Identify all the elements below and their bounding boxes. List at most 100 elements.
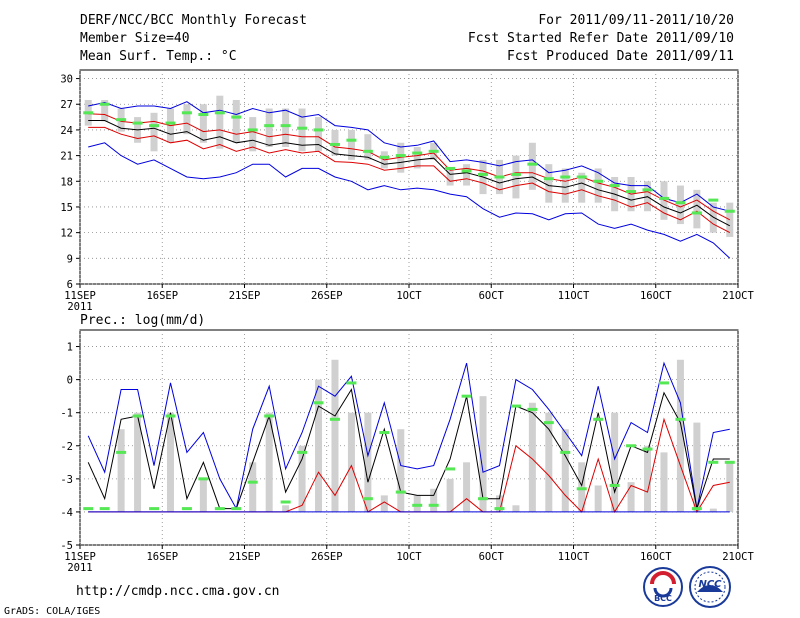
prec-range-bar	[430, 488, 438, 512]
prec-series-line	[87, 361, 730, 511]
prec-green-mark	[214, 507, 225, 511]
bcc-logo-swirl-icon	[653, 587, 673, 598]
prec-range-bar	[166, 412, 174, 512]
precip-title: Prec.: log(mm/d)	[80, 313, 205, 328]
prec-xtick-label: 11OCT	[558, 551, 590, 563]
prec-green-mark	[609, 483, 620, 487]
temp-green-mark	[527, 162, 538, 166]
prec-green-mark	[231, 507, 242, 511]
forecast-produced-date: Fcst Produced Date 2011/09/11	[507, 49, 734, 64]
prec-ytick-label: -2	[60, 441, 73, 453]
temp-range-bar	[183, 104, 191, 135]
temp-range-bar	[446, 168, 454, 186]
prec-range-bar	[364, 412, 372, 512]
temp-green-mark	[264, 124, 275, 128]
temp-green-mark	[379, 155, 390, 159]
prec-range-bar	[380, 495, 388, 512]
temp-green-mark	[675, 201, 686, 205]
prec-range-bar	[265, 412, 273, 512]
temp-series-line	[88, 101, 730, 212]
prec-green-mark	[346, 381, 357, 385]
prec-green-mark	[99, 507, 110, 511]
temp-range-bar	[561, 168, 569, 203]
prec-range-bar	[413, 495, 421, 512]
temp-range-bar	[528, 142, 536, 190]
ncc-logo-inner-ring-icon	[694, 571, 726, 603]
temp-green-mark	[510, 172, 521, 176]
temp-xtick-label: 6OCT	[479, 290, 505, 302]
prec-range-bar	[315, 379, 323, 512]
prec-green-mark	[297, 450, 308, 454]
temp-range-bar	[693, 189, 701, 229]
prec-green-mark	[395, 490, 406, 494]
temp-range-bar	[545, 164, 553, 203]
temp-green-mark	[231, 115, 242, 119]
temp-ytick-label: 27	[60, 99, 73, 111]
temp-series-line	[88, 113, 731, 221]
temp-green-mark	[560, 175, 571, 179]
prec-green-mark	[181, 507, 192, 511]
prec-xtick-label: 11SEP	[64, 551, 96, 563]
temp-green-mark	[214, 111, 225, 115]
temp-green-mark	[149, 124, 160, 128]
temp-green-mark	[329, 142, 340, 146]
prec-xtick-label: 21OCT	[722, 551, 754, 563]
temp-range-bar	[594, 168, 602, 203]
temp-green-mark	[362, 149, 373, 153]
temp-ytick-label: 6	[67, 279, 73, 291]
prec-green-mark	[478, 497, 489, 501]
prec-range-bar	[528, 402, 536, 512]
bcc-logo-arc-icon	[650, 571, 676, 585]
prec-series-line	[87, 388, 730, 511]
prec-green-mark	[724, 460, 735, 464]
prec-range-bar	[347, 412, 355, 512]
temp-green-mark	[445, 166, 456, 170]
prec-range-bar	[561, 429, 569, 512]
prec-green-mark	[247, 480, 258, 484]
temp-xtick-label: 21SEP	[229, 290, 261, 302]
prec-range-bar	[199, 478, 207, 512]
prec-range-bar	[594, 485, 602, 512]
prec-xtick-label: 21SEP	[229, 551, 261, 563]
temp-green-mark	[132, 121, 143, 125]
temp-xtick-label: 1OCT	[396, 290, 422, 302]
prec-ytick-label: -4	[60, 507, 73, 519]
temp-range-bar	[150, 112, 158, 152]
prec-xtick-label: 16SEP	[146, 551, 178, 563]
temp-range-bar	[199, 104, 207, 143]
temp-green-mark	[724, 209, 735, 213]
temp-green-mark	[576, 175, 587, 179]
prec-green-mark	[461, 394, 472, 398]
temp-green-mark	[478, 172, 489, 176]
temp-range-bar	[315, 117, 323, 152]
bcc-logo-text: BCC	[654, 594, 672, 603]
temp-green-mark	[313, 128, 324, 132]
temp-range-bar	[282, 108, 290, 148]
temp-green-mark	[280, 124, 291, 128]
prec-green-mark	[362, 497, 373, 501]
temp-xtick-label: 26SEP	[311, 290, 343, 302]
prec-green-mark	[691, 507, 702, 511]
temp-xtick-label: 11SEP	[64, 290, 96, 302]
temp-xtick-label: 11OCT	[558, 290, 590, 302]
prec-xtick-label: 16OCT	[640, 551, 672, 563]
prec-green-mark	[543, 421, 554, 425]
prec-xtick-year-label: 2011	[67, 562, 92, 574]
prec-range-bar	[627, 482, 635, 512]
temp-green-mark	[494, 175, 505, 179]
temp-range-bar	[232, 99, 240, 143]
temp-green-mark	[708, 198, 719, 202]
prec-green-mark	[675, 417, 686, 421]
temp-green-mark	[116, 118, 127, 122]
temp-xtick-label: 16OCT	[640, 290, 672, 302]
temp-ytick-label: 9	[67, 253, 73, 265]
forecast-start-date: Fcst Started Refer Date 2011/09/10	[468, 31, 734, 46]
temp-green-mark	[83, 111, 94, 115]
prec-green-mark	[658, 381, 669, 385]
temp-green-mark	[609, 184, 620, 188]
temp-series-line	[88, 120, 731, 227]
prec-xtick-label: 1OCT	[396, 551, 422, 563]
temp-range-bar	[512, 155, 520, 199]
ncc-logo: NCC	[689, 566, 731, 608]
